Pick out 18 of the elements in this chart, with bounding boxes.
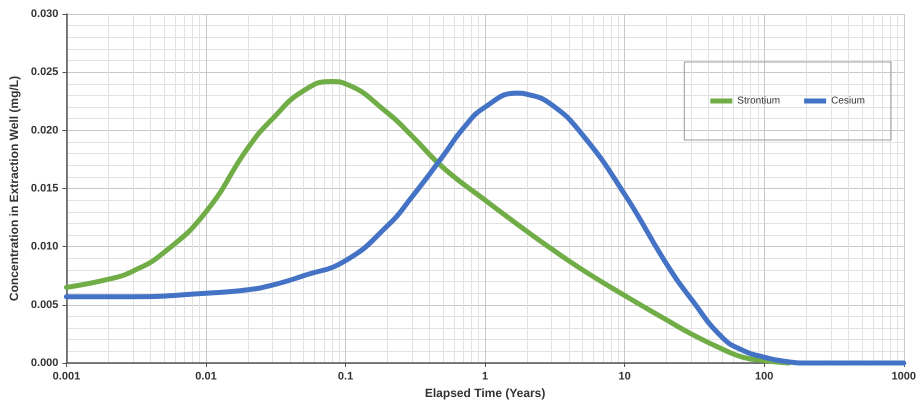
x-tick-label: 1 (482, 370, 488, 382)
x-tick-label: 10 (618, 370, 631, 382)
legend-label: Strontium (737, 96, 780, 106)
x-tick-label: 1000 (892, 370, 916, 382)
y-tick-label: 0.020 (30, 124, 58, 136)
x-tick-label: 100 (755, 370, 774, 382)
y-tick-label: 0.015 (30, 182, 58, 194)
legend-label: Cesium (831, 96, 866, 106)
x-tick-label: 0.01 (195, 370, 217, 382)
y-axis-title: Concentration in Extraction Well (mg/L) (7, 76, 21, 302)
y-tick-label: 0.010 (30, 240, 58, 253)
y-tick-label: 0.025 (30, 66, 58, 78)
y-tick-label: 0.005 (30, 298, 58, 311)
x-axis-title: Elapsed Time (Years) (424, 386, 546, 400)
x-tick-label: 0.1 (338, 370, 354, 382)
y-tick-label: 0.000 (30, 357, 58, 369)
y-tick-label: 0.030 (30, 8, 58, 20)
x-tick-label: 0.001 (52, 370, 80, 382)
